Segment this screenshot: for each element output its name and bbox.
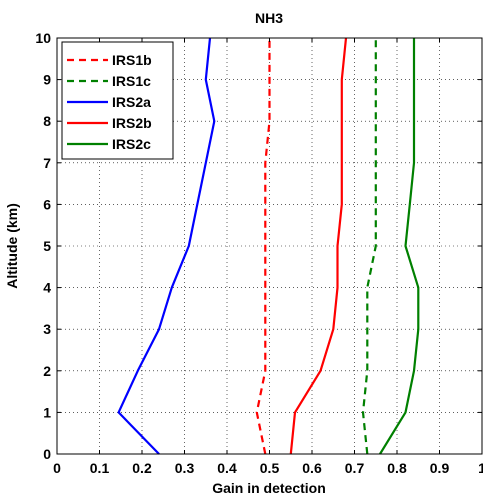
y-axis-label: Altitude (km) — [4, 203, 20, 289]
x-tick-label: 0.1 — [90, 460, 110, 476]
x-tick-label: 0.8 — [387, 460, 407, 476]
x-tick-label: 0.9 — [430, 460, 450, 476]
y-tick-label: 2 — [43, 363, 51, 379]
y-tick-label: 6 — [43, 196, 51, 212]
tick-labels: 0 0.1 0.2 0.3 0.4 0.5 0.6 0.7 0.8 0.9 101234567891… — [35, 30, 483, 476]
y-tick-label: 8 — [43, 113, 51, 129]
chart-title: NH3 — [255, 10, 283, 26]
x-tick-label: 0.4 — [217, 460, 237, 476]
y-tick-label: 3 — [43, 321, 51, 337]
x-tick-label: 0.7 — [345, 460, 365, 476]
series-line-irs2c — [379, 38, 420, 455]
x-tick-label: 0.2 — [132, 460, 152, 476]
y-tick-label: 1 — [43, 404, 51, 420]
x-axis-label: Gain in detection — [212, 480, 326, 496]
series-line-irs2a — [117, 37, 216, 455]
series-line-irs2b — [289, 37, 348, 455]
legend-label-irs2c: IRS2c — [112, 136, 151, 152]
y-tick-label: 0 — [43, 446, 51, 462]
y-tick-label: 7 — [43, 155, 51, 171]
series-layer — [117, 37, 420, 455]
ticks — [56, 37, 483, 455]
x-tick-label: 0.5 — [260, 460, 280, 476]
legend-label-irs2a: IRS2a — [112, 94, 151, 110]
series-line-irs1b — [255, 38, 271, 455]
legend-label-irs2b: IRS2b — [112, 115, 152, 131]
x-tick-label: 1 — [478, 460, 483, 476]
x-tick-label: 0 — [53, 460, 61, 476]
legend-label-irs1c: IRS1c — [112, 73, 151, 89]
x-tick-label: 0.6 — [302, 460, 322, 476]
legend-label-irs1b: IRS1b — [112, 52, 152, 68]
y-tick-label: 10 — [35, 30, 51, 46]
legend: IRS1b IRS1c IRS2a IRS2b IRS2c — [61, 41, 174, 160]
x-tick-label: 0.3 — [175, 460, 195, 476]
legend-box — [61, 41, 174, 160]
y-tick-label: 5 — [43, 238, 51, 254]
y-tick-label: 9 — [43, 72, 51, 88]
series-line-irs1c — [361, 38, 377, 455]
y-tick-label: 4 — [43, 280, 51, 296]
